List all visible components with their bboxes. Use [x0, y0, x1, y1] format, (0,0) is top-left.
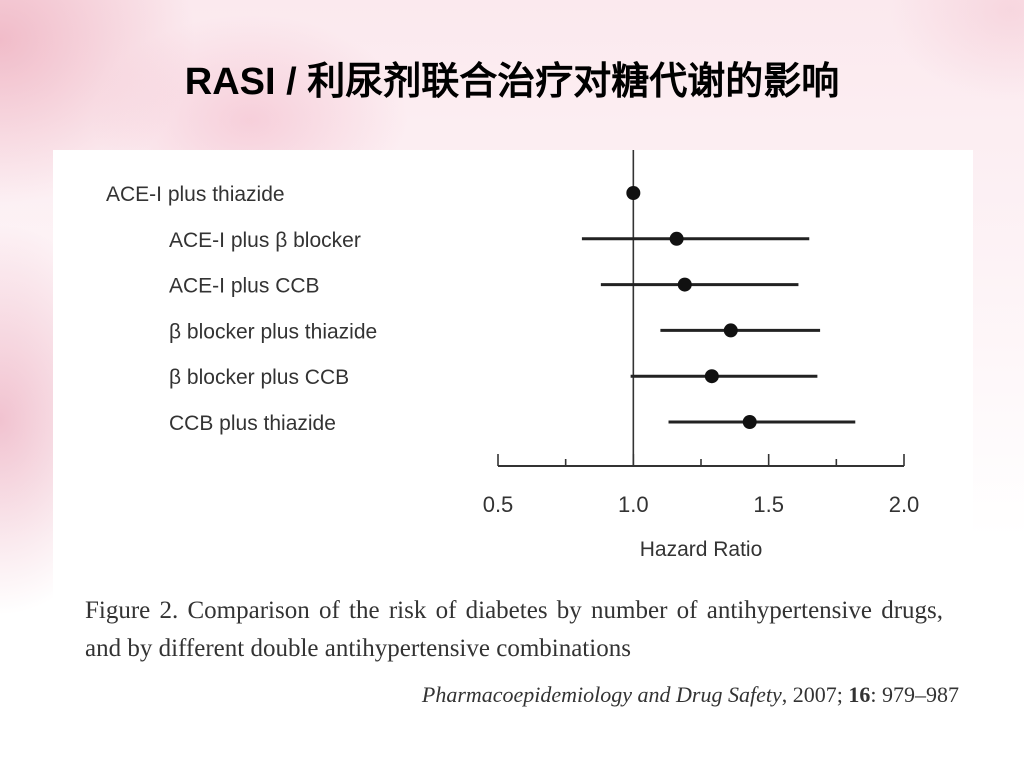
category-label: CCB plus thiazide	[169, 412, 336, 435]
x-tick-label: 2.0	[889, 492, 920, 517]
category-label: ACE-I plus β blocker	[169, 229, 361, 252]
category-label: ACE-I plus thiazide	[106, 183, 285, 206]
category-label: ACE-I plus CCB	[169, 275, 320, 298]
x-tick-label: 1.5	[753, 492, 784, 517]
category-label: β blocker plus thiazide	[169, 320, 377, 343]
hazard-ratio-point	[723, 323, 738, 338]
category-label: β blocker plus CCB	[169, 366, 349, 389]
citation-journal: Pharmacoepidemiology and Drug Safety	[421, 682, 782, 707]
x-tick-label: 0.5	[483, 492, 514, 517]
citation-year: , 2007;	[781, 682, 849, 707]
forest-plot: 0.5 1.0 1.5 2.0 Hazard Ratio ACE-I plus thiaz…	[106, 150, 920, 561]
citation-volume: 16	[848, 682, 871, 707]
figure-caption: Figure 2. Comparison of the risk of diab…	[85, 597, 943, 662]
hazard-ratio-point	[669, 231, 684, 246]
hazard-ratio-point	[704, 369, 719, 384]
hazard-ratio-point	[677, 277, 692, 292]
x-tick-label: 1.0	[618, 492, 649, 517]
figure-panel: 0.5 1.0 1.5 2.0 Hazard Ratio ACE-I plus thiaz…	[53, 150, 973, 725]
x-axis-label: Hazard Ratio	[640, 538, 763, 561]
citation: Pharmacoepidemiology and Drug Safety, 20…	[422, 682, 959, 708]
hazard-ratio-point	[742, 415, 757, 429]
hazard-ratio-point	[626, 186, 641, 200]
citation-pages: : 979–987	[870, 682, 959, 707]
slide-title: RASI / 利尿剂联合治疗对糖代谢的影响	[184, 61, 840, 103]
